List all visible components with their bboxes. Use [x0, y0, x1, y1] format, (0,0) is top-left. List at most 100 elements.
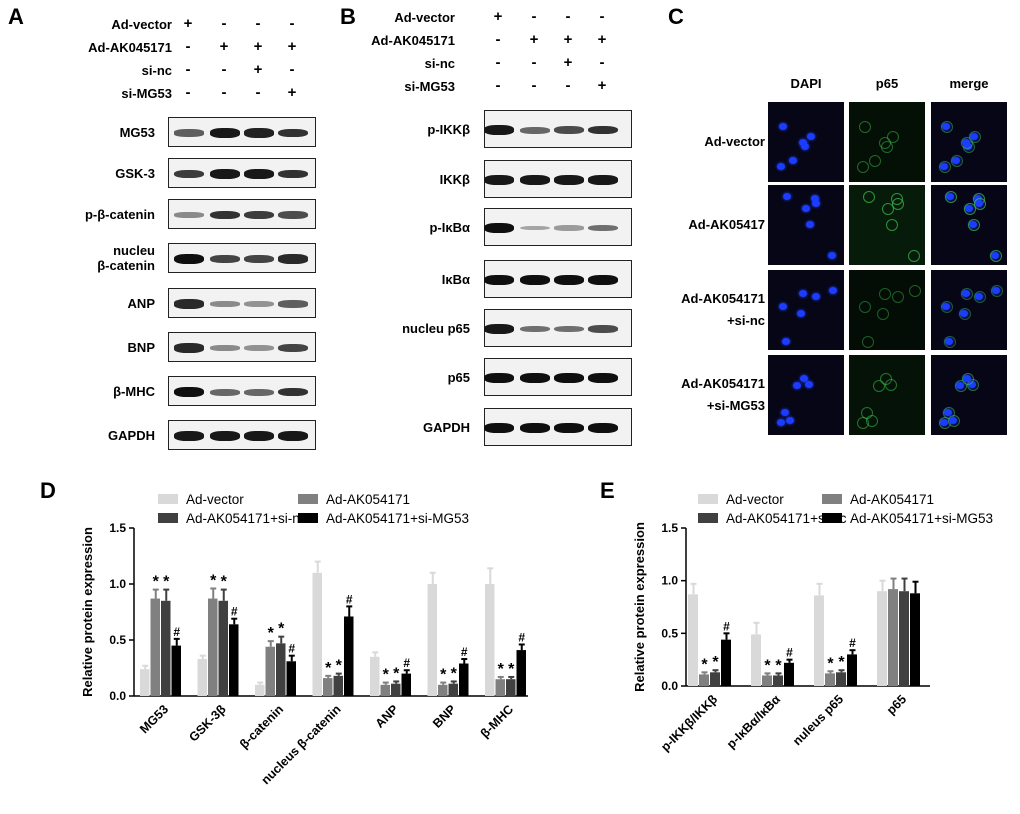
category-label: GSK-3β	[186, 702, 229, 745]
condition-sign: +	[563, 54, 573, 71]
condition-sign: +	[493, 8, 503, 25]
p65-signal	[892, 198, 905, 211]
protein-band	[484, 223, 514, 233]
significance-marker: #	[231, 605, 238, 619]
condition-sign: -	[255, 15, 261, 32]
condition-sign: -	[221, 84, 227, 101]
significance-marker: *	[827, 655, 834, 672]
legend-swatch	[698, 494, 718, 504]
condition-sign: -	[599, 8, 605, 25]
bar	[438, 684, 448, 696]
blot-strip	[168, 376, 316, 406]
condition-sign: +	[529, 31, 539, 48]
significance-marker: #	[461, 645, 468, 659]
nucleus-spot	[778, 122, 787, 130]
blot-label: GAPDH	[423, 419, 470, 435]
bar	[721, 639, 731, 686]
blot-label: IKKβ	[439, 171, 470, 187]
protein-band	[554, 325, 584, 333]
image-row-label: Ad-AK05417	[688, 217, 765, 232]
bar	[427, 584, 437, 696]
p65-signal	[944, 336, 957, 349]
protein-band	[174, 387, 204, 397]
blot-strip	[168, 288, 316, 318]
column-header: DAPI	[790, 76, 822, 91]
significance-marker: *	[764, 657, 771, 674]
p65-signal	[948, 414, 961, 427]
bar	[255, 684, 265, 696]
bar	[391, 683, 401, 696]
category-label: β-MHC	[478, 702, 516, 740]
protein-band	[210, 431, 240, 441]
p65-signal	[881, 203, 894, 216]
bar	[825, 673, 835, 686]
legend-label: Ad-AK054171+si-nc	[726, 511, 847, 526]
p65-signal	[908, 250, 921, 263]
condition-sign: -	[185, 61, 191, 78]
p65-signal	[878, 137, 891, 150]
legend-swatch	[822, 513, 842, 523]
bar-chart-e: 0.0 0.5 1.0 1.5 Relative protein expression *…	[632, 492, 993, 754]
fluorescence-image	[931, 270, 1007, 350]
condition-label: si-MG53	[121, 86, 172, 101]
significance-marker: *	[383, 667, 390, 684]
fluorescence-image	[931, 355, 1007, 435]
nucleus-spot	[807, 133, 816, 141]
bar	[370, 656, 380, 696]
protein-band	[484, 373, 514, 383]
condition-sign: -	[495, 77, 501, 94]
blot-strip	[168, 117, 316, 147]
protein-band	[588, 373, 618, 383]
protein-band	[554, 423, 584, 433]
p65-signal	[856, 161, 869, 174]
bar	[516, 650, 526, 696]
fluorescence-image	[768, 270, 844, 350]
protein-band	[484, 125, 514, 135]
legend-label: Ad-AK054171	[326, 492, 410, 507]
fluorescence-image	[931, 185, 1007, 265]
significance-marker: *	[210, 572, 217, 589]
protein-band	[278, 254, 308, 264]
blot-strip	[168, 332, 316, 362]
category-label: p-IKKβ/IKKβ	[658, 692, 720, 754]
panel-label-e: E	[600, 478, 615, 503]
legend-label: Ad-AK054171+si-MG53	[326, 511, 469, 526]
nucleus-spot	[811, 194, 820, 202]
significance-marker: #	[518, 630, 525, 644]
bar	[197, 659, 207, 696]
blot-label: p-β-catenin	[84, 206, 155, 222]
condition-label: Ad-AK045171	[371, 33, 455, 48]
blot-strip	[484, 408, 632, 446]
fluorescence-image	[768, 355, 844, 435]
legend-label: Ad-vector	[726, 492, 784, 507]
protein-band	[174, 343, 204, 353]
bar	[312, 572, 322, 696]
legend-swatch	[158, 513, 178, 523]
protein-band	[174, 299, 204, 309]
p65-signal	[940, 120, 953, 133]
protein-band	[520, 126, 550, 134]
p65-signal	[880, 373, 893, 386]
y-tick-label: 1.0	[661, 574, 678, 588]
category-label: MG53	[137, 702, 171, 736]
condition-label: Ad-AK045171	[88, 40, 172, 55]
protein-band	[554, 225, 584, 231]
protein-band	[484, 275, 514, 285]
p65-signal	[877, 308, 890, 321]
legend-swatch	[698, 513, 718, 523]
protein-band	[484, 324, 514, 334]
panel-label-d: D	[40, 478, 56, 503]
significance-marker: #	[849, 636, 856, 650]
bar	[762, 675, 772, 686]
protein-band	[278, 211, 308, 219]
fluorescence-image	[768, 185, 844, 265]
p65-signal	[951, 155, 964, 167]
condition-label: si-nc	[424, 56, 455, 71]
image-row-label: Ad-AK054171 +si-MG53	[681, 376, 765, 413]
y-tick-label: 0.0	[661, 679, 678, 693]
protein-band	[520, 373, 550, 383]
fluorescence-image	[768, 102, 844, 182]
nucleus-spot	[798, 289, 807, 297]
significance-marker: *	[701, 656, 708, 673]
p65-signal	[990, 250, 1003, 263]
